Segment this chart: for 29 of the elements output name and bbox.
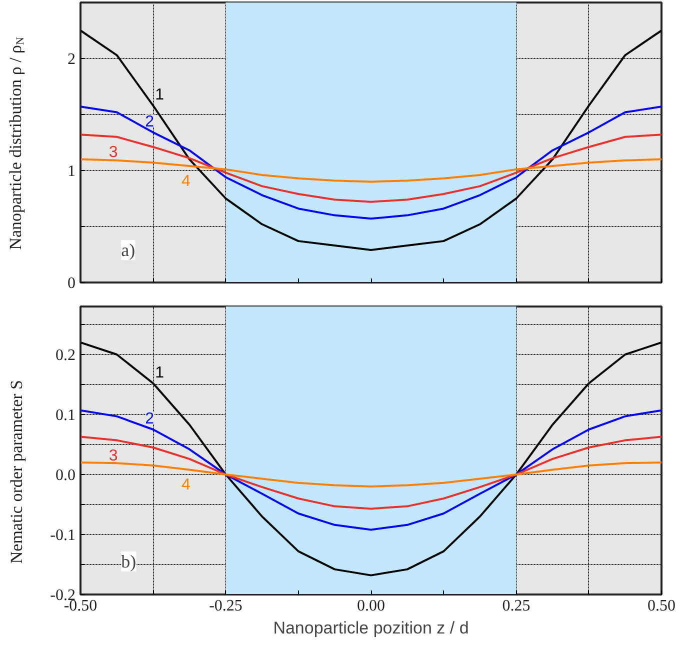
line-series <box>80 409 662 531</box>
x-tick-label: 0.25 <box>502 598 530 614</box>
y-tick-label: 0.0 <box>56 467 76 484</box>
line-series <box>80 462 662 488</box>
y-tick-label: 1 <box>68 163 76 180</box>
series-label: 3 <box>108 144 118 161</box>
annotation: b) <box>121 551 136 572</box>
x-tick-label: -0.25 <box>209 598 242 614</box>
series-label: 1 <box>155 86 164 104</box>
annotation: a) <box>121 240 136 260</box>
series-label: 1 <box>155 364 164 382</box>
line-series <box>80 436 662 510</box>
line-series <box>80 106 662 220</box>
x-tick-label: 0.00 <box>357 598 385 614</box>
line-series <box>80 342 662 576</box>
y-tick-label: 0 <box>68 275 76 292</box>
series-label: 3 <box>108 447 118 464</box>
y-tick-label: 0.1 <box>56 407 76 424</box>
x-axis-title: Nanoparticle pozition z / d <box>273 618 469 638</box>
series-label: 4 <box>181 476 190 494</box>
line-series <box>80 134 662 203</box>
y-tick-label: 2 <box>68 51 76 68</box>
series-label: 2 <box>145 113 154 130</box>
series-label: 4 <box>181 173 190 190</box>
series-label: 2 <box>145 410 154 428</box>
x-tick-label: 0.50 <box>648 598 676 614</box>
y-tick-label: -0.1 <box>50 527 76 544</box>
y-axis-title: Nematic order parameter S <box>6 380 27 564</box>
y-tick-label: 0.2 <box>56 347 76 364</box>
